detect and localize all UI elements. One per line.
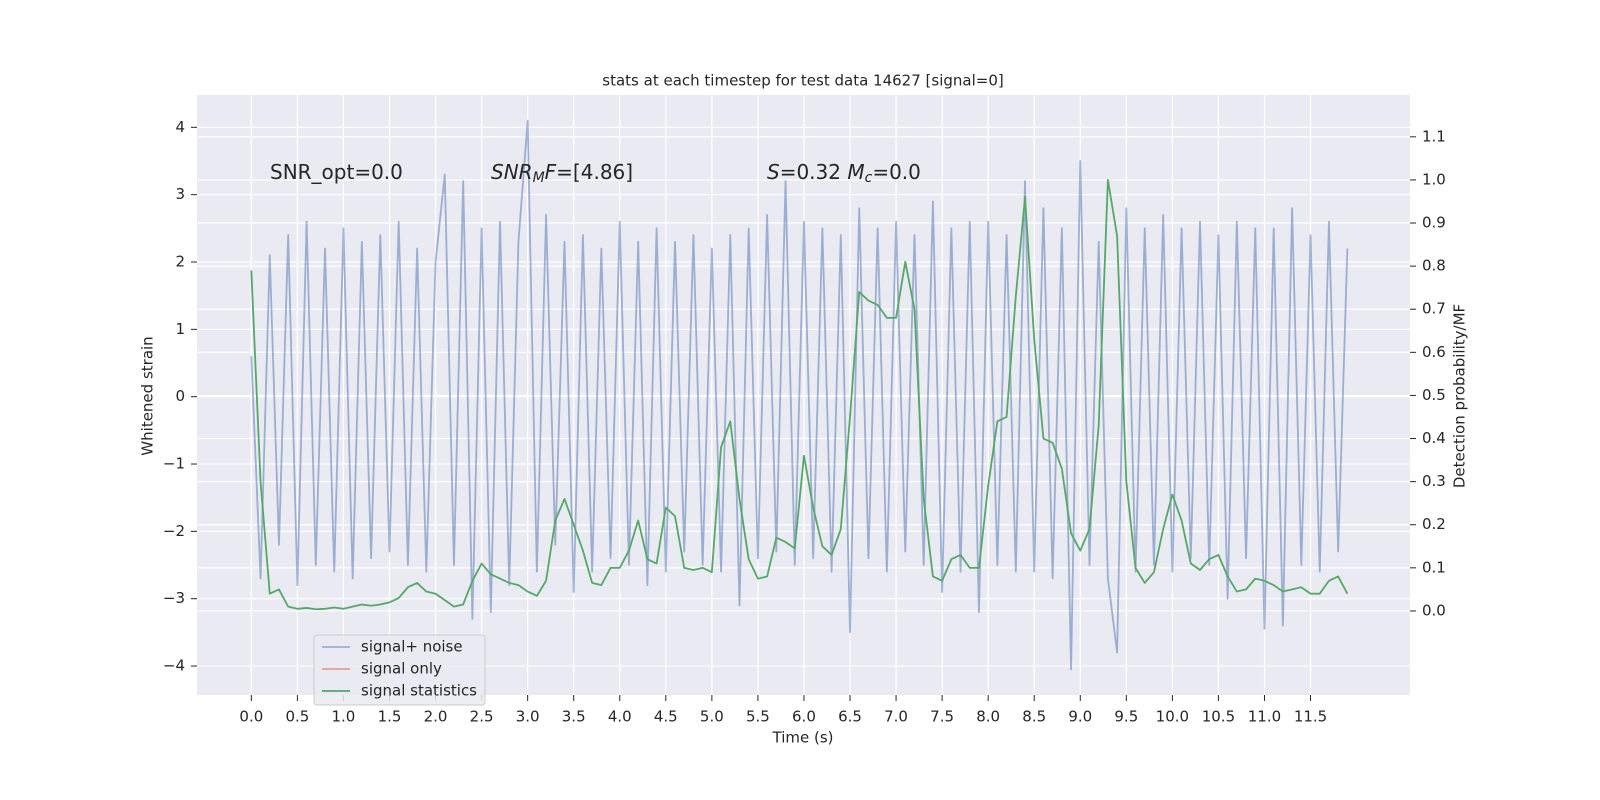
series-line (250, 179, 1349, 611)
x-tick-label: 2.5 (470, 708, 494, 726)
annotation-part: M (533, 170, 545, 186)
annotation-part: S (767, 160, 780, 184)
annotation: S=0.32 Mc=0.0 (767, 160, 921, 187)
y-tick-label: 3 (175, 185, 185, 203)
x-tick-label: 1.0 (332, 708, 356, 726)
y2-axis-label: Detection probability/MF (1451, 304, 1469, 488)
chart-title: stats at each timestep for test data 146… (602, 72, 1003, 90)
x-tick-label: 11.0 (1248, 708, 1281, 726)
y2-tick-label: 0.9 (1422, 214, 1446, 232)
x-tick-label: 6.0 (792, 708, 816, 726)
y-tick-label: −2 (163, 522, 185, 540)
y2-tick-label: 0.0 (1422, 601, 1446, 619)
x-tick-label: 3.5 (562, 708, 586, 726)
series-line (250, 119, 1349, 671)
x-tick-label: 10.5 (1202, 708, 1235, 726)
annotation-part: M (847, 160, 864, 184)
y2-tick-label: 0.3 (1422, 472, 1446, 490)
annotation-part: c (865, 170, 873, 186)
x-tick-label: 8.5 (1022, 708, 1046, 726)
y-tick-label: −4 (163, 657, 185, 675)
x-tick-label: 4.5 (654, 708, 678, 726)
x-tick-label: 5.0 (700, 708, 724, 726)
y2-tick-label: 0.6 (1422, 343, 1446, 361)
annotation: SNRMF=[4.86] (491, 160, 633, 187)
x-tick-label: 4.0 (608, 708, 632, 726)
y2-tick-label: 0.7 (1422, 300, 1446, 318)
y2-tick-label: 1.1 (1422, 127, 1446, 145)
y-tick-label: 0 (175, 387, 185, 405)
annotation-part: =0.0 (872, 160, 921, 184)
annotation-part: SNR_opt=0.0 (270, 160, 403, 184)
y-tick-label: 4 (175, 118, 185, 136)
y-tick-label: 1 (175, 320, 185, 338)
y-axis-label: Whitened strain (139, 336, 157, 455)
annotation-part: F (545, 160, 557, 184)
legend-label: signal statistics (361, 682, 477, 700)
legend-box (313, 634, 486, 706)
x-tick-label: 7.0 (884, 708, 908, 726)
x-tick-label: 9.5 (1114, 708, 1138, 726)
y2-tick-label: 0.2 (1422, 515, 1446, 533)
x-tick-label: 0.5 (285, 708, 309, 726)
legend-label: signal only (361, 660, 442, 678)
y-tick-label: −3 (163, 589, 185, 607)
y-tick-label: 2 (175, 253, 185, 271)
x-axis-label: Time (s) (772, 729, 834, 747)
y-tick-label: −1 (163, 455, 185, 473)
legend-label: signal+ noise (361, 638, 463, 656)
y2-tick-label: 0.5 (1422, 386, 1446, 404)
x-tick-label: 7.5 (930, 708, 954, 726)
annotation-part: =0.32 (780, 160, 848, 184)
y2-tick-label: 0.8 (1422, 257, 1446, 275)
x-tick-label: 5.5 (746, 708, 770, 726)
x-tick-label: 3.0 (516, 708, 540, 726)
marks (250, 119, 1349, 671)
x-tick-label: 11.5 (1294, 708, 1327, 726)
x-tick-label: 9.0 (1068, 708, 1092, 726)
y2-tick-label: 0.1 (1422, 558, 1446, 576)
x-tick-label: 0.0 (239, 708, 263, 726)
annotation: SNR_opt=0.0 (270, 160, 403, 184)
x-tick-label: 8.0 (976, 708, 1000, 726)
y2-tick-label: 1.0 (1422, 170, 1446, 188)
x-tick-label: 2.0 (424, 708, 448, 726)
y2-tick-label: 0.4 (1422, 429, 1446, 447)
x-tick-label: 10.0 (1156, 708, 1189, 726)
annotation-part: =[4.86] (556, 160, 633, 184)
x-tick-label: 1.5 (378, 708, 402, 726)
x-tick-label: 6.5 (838, 708, 862, 726)
annotation-part: SNR (491, 160, 533, 184)
